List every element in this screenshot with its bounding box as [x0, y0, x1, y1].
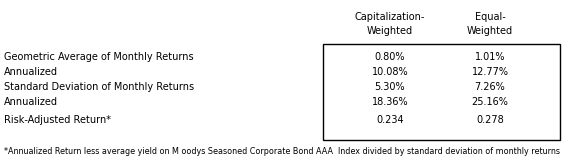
Text: 5.30%: 5.30% — [375, 82, 405, 92]
Text: 10.08%: 10.08% — [372, 67, 409, 77]
Text: Geometric Average of Monthly Returns: Geometric Average of Monthly Returns — [4, 52, 193, 62]
Text: 7.26%: 7.26% — [475, 82, 505, 92]
Text: Annualized: Annualized — [4, 67, 58, 77]
Bar — [323, 44, 560, 140]
Text: 18.36%: 18.36% — [372, 97, 409, 107]
Text: Weighted: Weighted — [467, 26, 513, 36]
Text: 0.278: 0.278 — [476, 115, 504, 125]
Text: 1.01%: 1.01% — [475, 52, 505, 62]
Text: Annualized: Annualized — [4, 97, 58, 107]
Text: Capitalization-: Capitalization- — [355, 12, 425, 22]
Text: 25.16%: 25.16% — [472, 97, 509, 107]
Text: 12.77%: 12.77% — [472, 67, 509, 77]
Text: *Annualized Return less average yield on M oodys Seasoned Corporate Bond AAA  In: *Annualized Return less average yield on… — [4, 147, 560, 156]
Text: 0.234: 0.234 — [376, 115, 404, 125]
Text: Equal-: Equal- — [475, 12, 505, 22]
Text: Risk-Adjusted Return*: Risk-Adjusted Return* — [4, 115, 111, 125]
Text: Standard Deviation of Monthly Returns: Standard Deviation of Monthly Returns — [4, 82, 194, 92]
Text: 0.80%: 0.80% — [375, 52, 405, 62]
Text: Weighted: Weighted — [367, 26, 413, 36]
